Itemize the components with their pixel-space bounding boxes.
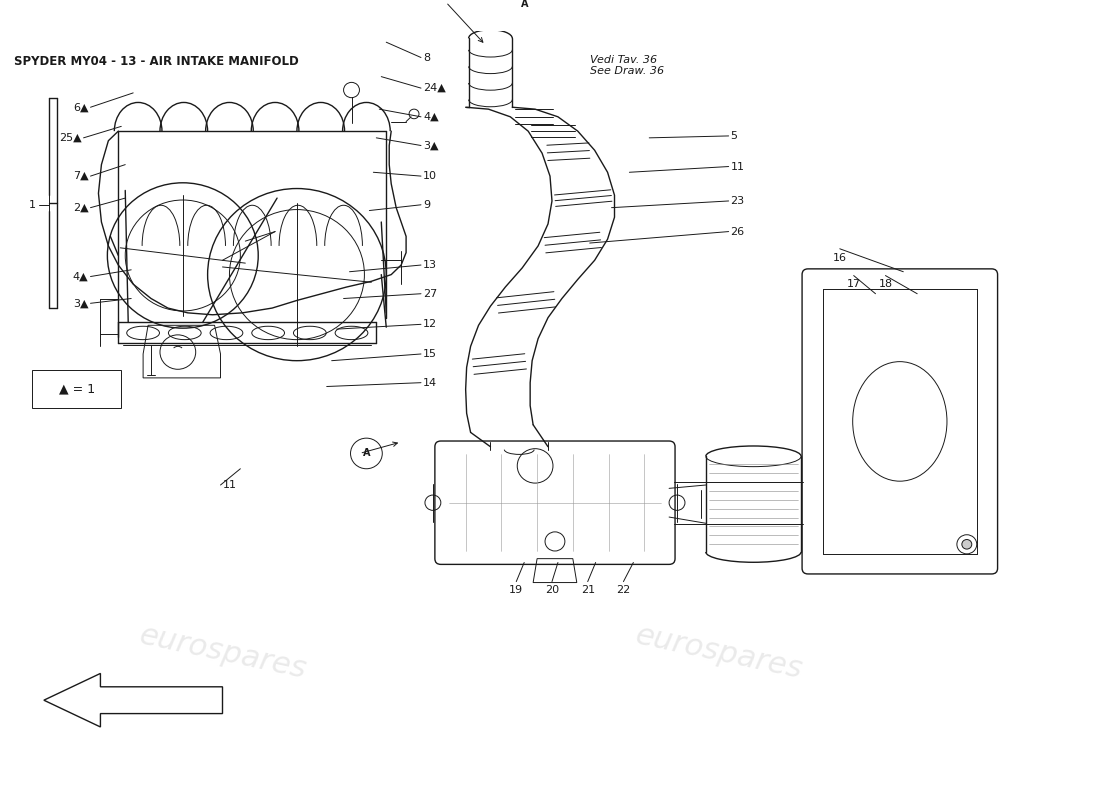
Text: 15: 15 bbox=[424, 349, 437, 359]
Text: SPYDER MY04 - 13 - AIR INTAKE MANIFOLD: SPYDER MY04 - 13 - AIR INTAKE MANIFOLD bbox=[14, 54, 299, 68]
Polygon shape bbox=[44, 674, 222, 727]
Text: 11: 11 bbox=[730, 162, 745, 171]
Text: 22: 22 bbox=[616, 586, 630, 595]
Text: 12: 12 bbox=[424, 319, 437, 330]
Text: A: A bbox=[363, 449, 371, 458]
Text: 3▲: 3▲ bbox=[424, 141, 439, 150]
Text: 2▲: 2▲ bbox=[73, 202, 88, 213]
Text: 18: 18 bbox=[879, 279, 892, 290]
Text: eurospares: eurospares bbox=[136, 621, 309, 684]
Text: 11: 11 bbox=[222, 480, 236, 490]
Text: 23: 23 bbox=[730, 196, 745, 206]
Text: 4▲: 4▲ bbox=[424, 112, 439, 122]
Text: 25▲: 25▲ bbox=[59, 133, 81, 143]
Circle shape bbox=[351, 438, 383, 469]
Circle shape bbox=[961, 539, 971, 549]
Text: 6▲: 6▲ bbox=[73, 102, 88, 112]
Text: ▲ = 1: ▲ = 1 bbox=[58, 383, 95, 396]
Text: 24▲: 24▲ bbox=[424, 83, 446, 93]
Text: 3▲: 3▲ bbox=[73, 298, 88, 308]
Text: 26: 26 bbox=[730, 226, 745, 237]
Text: 14: 14 bbox=[424, 378, 437, 388]
Text: 13: 13 bbox=[424, 260, 437, 270]
Text: 8: 8 bbox=[424, 53, 430, 62]
Text: eurospares: eurospares bbox=[632, 621, 805, 684]
Text: 4▲: 4▲ bbox=[73, 271, 88, 282]
Text: 19: 19 bbox=[509, 586, 524, 595]
Text: 27: 27 bbox=[424, 289, 437, 298]
Circle shape bbox=[509, 0, 541, 19]
Text: A: A bbox=[521, 0, 529, 9]
Text: 5: 5 bbox=[730, 131, 738, 141]
Text: 7▲: 7▲ bbox=[73, 171, 88, 181]
Text: 21: 21 bbox=[581, 586, 595, 595]
Text: 1: 1 bbox=[29, 200, 36, 210]
Text: 20: 20 bbox=[544, 586, 559, 595]
Text: 10: 10 bbox=[424, 171, 437, 181]
Text: 9: 9 bbox=[424, 200, 430, 210]
Text: 17: 17 bbox=[847, 279, 860, 290]
Text: Vedi Tav. 36
See Draw. 36: Vedi Tav. 36 See Draw. 36 bbox=[590, 54, 663, 76]
Text: 16: 16 bbox=[833, 253, 847, 262]
